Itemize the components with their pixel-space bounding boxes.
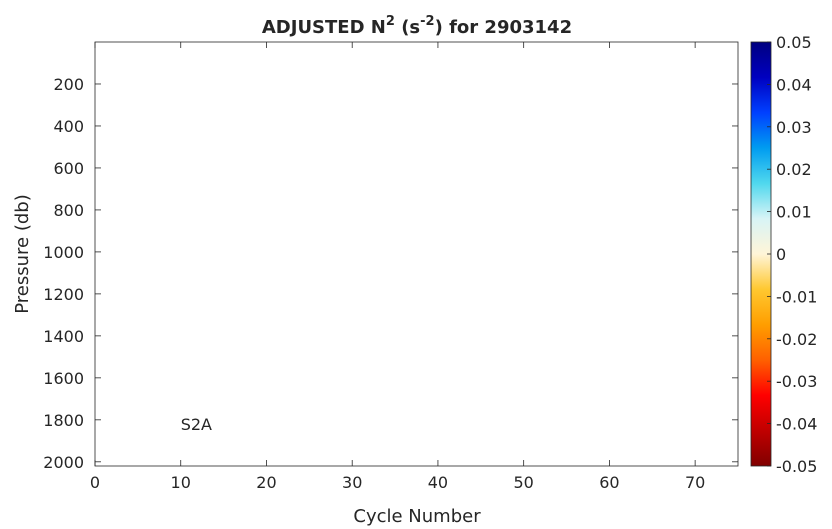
- y-axis-label: Pressure (db): [12, 194, 33, 313]
- colorbar-tick-label: 0: [776, 245, 786, 264]
- x-tick-label: 50: [513, 473, 533, 492]
- colorbar-tick-label: 0.01: [776, 203, 812, 222]
- y-tick-label: 1000: [43, 243, 84, 262]
- y-tick-label: 800: [53, 201, 84, 220]
- x-tick-label: 20: [256, 473, 276, 492]
- x-tick-label: 10: [171, 473, 191, 492]
- x-tick-label: 60: [599, 473, 619, 492]
- title-prefix: ADJUSTED N: [262, 17, 386, 38]
- x-tick-label: 0: [90, 473, 100, 492]
- annotation-label: S2A: [181, 415, 212, 434]
- title-superscript-2: -2: [420, 14, 434, 29]
- y-axis: 200 400 600 800 1000 1200 1400 1600 1800 2000: [43, 75, 738, 472]
- x-tick-label: 30: [342, 473, 362, 492]
- title-middle: (s: [395, 17, 420, 38]
- y-tick-label: 2000: [43, 453, 84, 472]
- chart-title: ADJUSTED N2 (s-2) for 2903142: [262, 14, 572, 38]
- y-tick-label: 600: [53, 159, 84, 178]
- colorbar-tick-label: 0.05: [776, 33, 812, 52]
- colorbar-tick-label: 0.03: [776, 118, 812, 137]
- y-tick-label: 1400: [43, 327, 84, 346]
- x-axis: 0 10 20 30 40 50 60 70: [90, 42, 705, 492]
- y-tick-label: 200: [53, 75, 84, 94]
- title-suffix: ) for 2903142: [435, 17, 573, 38]
- colorbar-tick-label: -0.05: [776, 457, 817, 476]
- x-axis-label: Cycle Number: [353, 506, 481, 527]
- plot-area: [94, 41, 739, 467]
- colorbar-tick-label: -0.04: [776, 415, 817, 434]
- y-tick-label: 1800: [43, 411, 84, 430]
- colorbar-tick-label: 0.04: [776, 75, 812, 94]
- y-tick-label: 400: [53, 117, 84, 136]
- colorbar-tick-label: 0.02: [776, 160, 812, 179]
- colorbar-tick-label: -0.01: [776, 287, 817, 306]
- colorbar-tick-label: -0.02: [776, 330, 817, 349]
- title-superscript-1: 2: [386, 14, 395, 29]
- x-tick-label: 40: [428, 473, 448, 492]
- colorbar-tick-label: -0.03: [776, 372, 817, 391]
- colorbar-ticks: 0.05 0.04 0.03 0.02 0.01 0 -0.01 -0.02 -0.03 -0.0…: [767, 33, 817, 476]
- y-tick-label: 1200: [43, 285, 84, 304]
- y-tick-label: 1600: [43, 369, 84, 388]
- x-tick-label: 70: [685, 473, 705, 492]
